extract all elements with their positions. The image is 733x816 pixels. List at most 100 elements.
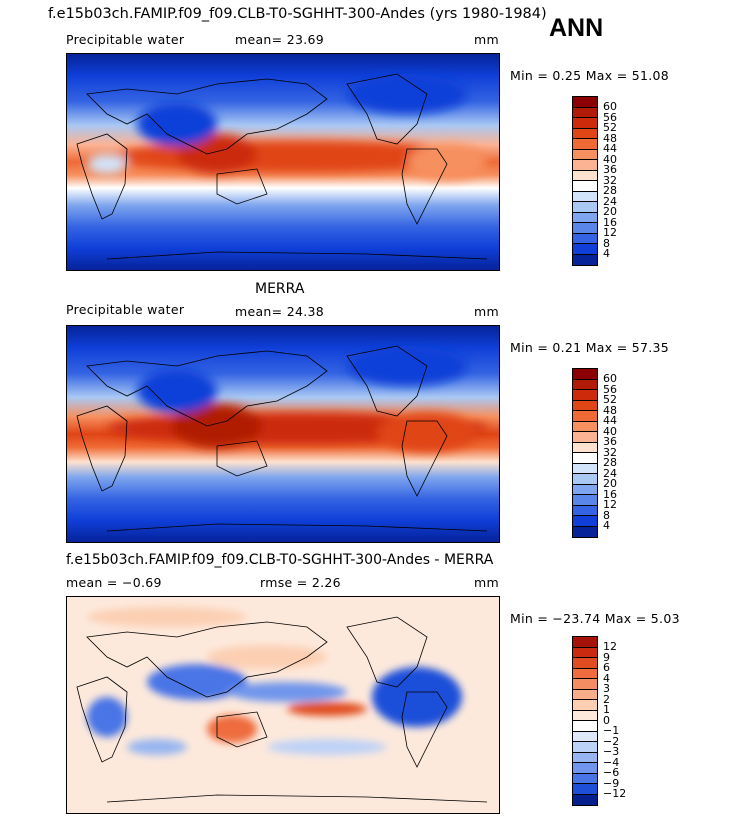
colorbar-label: 12: [603, 640, 617, 653]
panel3-map: [66, 596, 500, 814]
colorbar-swatch: [573, 233, 597, 244]
colorbar-label: 2: [603, 692, 610, 706]
panel1-colorbar: [572, 96, 598, 266]
colorbar-label: 3: [603, 682, 610, 695]
colorbar-label: 44: [603, 142, 617, 155]
colorbar-label: 24: [603, 466, 617, 480]
colorbar-label: 4: [603, 671, 610, 685]
colorbar-label: 8: [603, 236, 610, 250]
panel1-map: [66, 53, 500, 271]
colorbar-swatch: [573, 794, 597, 805]
colorbar-swatch: [573, 149, 597, 160]
colorbar-swatch: [573, 442, 597, 453]
colorbar-label: 16: [603, 487, 617, 501]
panel3-heading: f.e15b03ch.FAMIP.f09_f09.CLB-T0-SGHHT-30…: [66, 552, 494, 568]
colorbar-label: 4: [603, 247, 610, 260]
colorbar-swatch: [573, 181, 597, 192]
colorbar-label: 20: [603, 477, 617, 490]
panel3-minmax: Min = −23.74 Max = 5.03: [510, 611, 680, 626]
colorbar-swatch: [573, 379, 597, 390]
colorbar-label: 56: [603, 110, 617, 124]
colorbar-label: 56: [603, 382, 617, 396]
colorbar-label: 32: [603, 445, 617, 459]
panel3-colorbar-labels: 12 9 6 4 3 2 1 0 −1 −2 −3 −4 −6 −9 −12: [603, 640, 627, 800]
colorbar-swatch: [573, 390, 597, 401]
panel3-units: mm: [474, 575, 499, 590]
colorbar-swatch: [573, 516, 597, 527]
colorbar-label: 20: [603, 205, 617, 218]
colorbar-swatch: [573, 474, 597, 485]
colorbar-swatch: [573, 463, 597, 474]
panel1-variable: Precipitable water: [66, 32, 185, 47]
colorbar-swatch: [573, 784, 597, 795]
season-label: ANN: [549, 14, 604, 42]
panel1-mean: mean= 23.69: [235, 32, 324, 47]
colorbar-label: −3: [603, 745, 620, 758]
colorbar-swatch: [573, 369, 597, 380]
colorbar-swatch: [573, 721, 597, 732]
colorbar-label: 8: [603, 508, 610, 522]
panel1-units: mm: [474, 32, 499, 47]
colorbar-label: 0: [603, 713, 610, 727]
colorbar-swatch: [573, 170, 597, 181]
panel2-units: mm: [474, 304, 499, 319]
colorbar-swatch: [573, 731, 597, 742]
colorbar-label: 36: [603, 435, 617, 448]
colorbar-label: 40: [603, 424, 617, 438]
colorbar-swatch: [573, 526, 597, 537]
colorbar-swatch: [573, 689, 597, 700]
colorbar-swatch: [573, 763, 597, 774]
colorbar-label: 1: [603, 703, 610, 716]
colorbar-swatch: [573, 710, 597, 721]
colorbar-swatch: [573, 752, 597, 763]
colorbar-label: 60: [603, 100, 617, 113]
colorbar-swatch: [573, 495, 597, 506]
panel1-minmax: Min = 0.25 Max = 51.08: [510, 68, 670, 83]
colorbar-label: 48: [603, 131, 617, 145]
colorbar-label: 48: [603, 403, 617, 417]
colorbar-swatch: [573, 484, 597, 495]
colorbar-swatch: [573, 773, 597, 784]
colorbar-label: −4: [603, 755, 620, 769]
colorbar-label: 44: [603, 414, 617, 427]
colorbar-label: 52: [603, 121, 617, 134]
colorbar-swatch: [573, 191, 597, 202]
colorbar-label: 36: [603, 163, 617, 176]
panel3-rmse: rmse = 2.26: [260, 575, 341, 590]
colorbar-swatch: [573, 244, 597, 255]
colorbar-swatch: [573, 432, 597, 443]
colorbar-label: 28: [603, 184, 617, 197]
colorbar-swatch: [573, 411, 597, 422]
colorbar-swatch: [573, 742, 597, 753]
colorbar-swatch: [573, 658, 597, 669]
panel3-coastlines: [76, 616, 488, 803]
colorbar-swatch: [573, 160, 597, 171]
colorbar-swatch: [573, 505, 597, 516]
colorbar-label: 9: [603, 650, 610, 664]
colorbar-label: 52: [603, 393, 617, 406]
colorbar-label: −2: [603, 734, 620, 748]
colorbar-swatch: [573, 139, 597, 150]
colorbar-label: 12: [603, 226, 617, 239]
colorbar-swatch: [573, 647, 597, 658]
colorbar-label: −12: [603, 787, 627, 800]
colorbar-swatch: [573, 107, 597, 118]
colorbar-swatch: [573, 679, 597, 690]
colorbar-label: 12: [603, 498, 617, 511]
colorbar-swatch: [573, 212, 597, 223]
colorbar-swatch: [573, 668, 597, 679]
colorbar-label: 24: [603, 194, 617, 208]
colorbar-swatch: [573, 421, 597, 432]
colorbar-swatch: [573, 223, 597, 234]
panel2-variable: Precipitable water: [66, 302, 185, 317]
panel2-heading: MERRA: [255, 281, 305, 297]
colorbar-label: 32: [603, 173, 617, 187]
colorbar-label: 28: [603, 456, 617, 469]
colorbar-swatch: [573, 128, 597, 139]
panel3-mean: mean = −0.69: [66, 575, 162, 590]
colorbar-label: 60: [603, 372, 617, 385]
colorbar-label: 16: [603, 215, 617, 229]
colorbar-swatch: [573, 254, 597, 265]
panel2-coastlines: [76, 345, 488, 532]
colorbar-swatch: [573, 202, 597, 213]
